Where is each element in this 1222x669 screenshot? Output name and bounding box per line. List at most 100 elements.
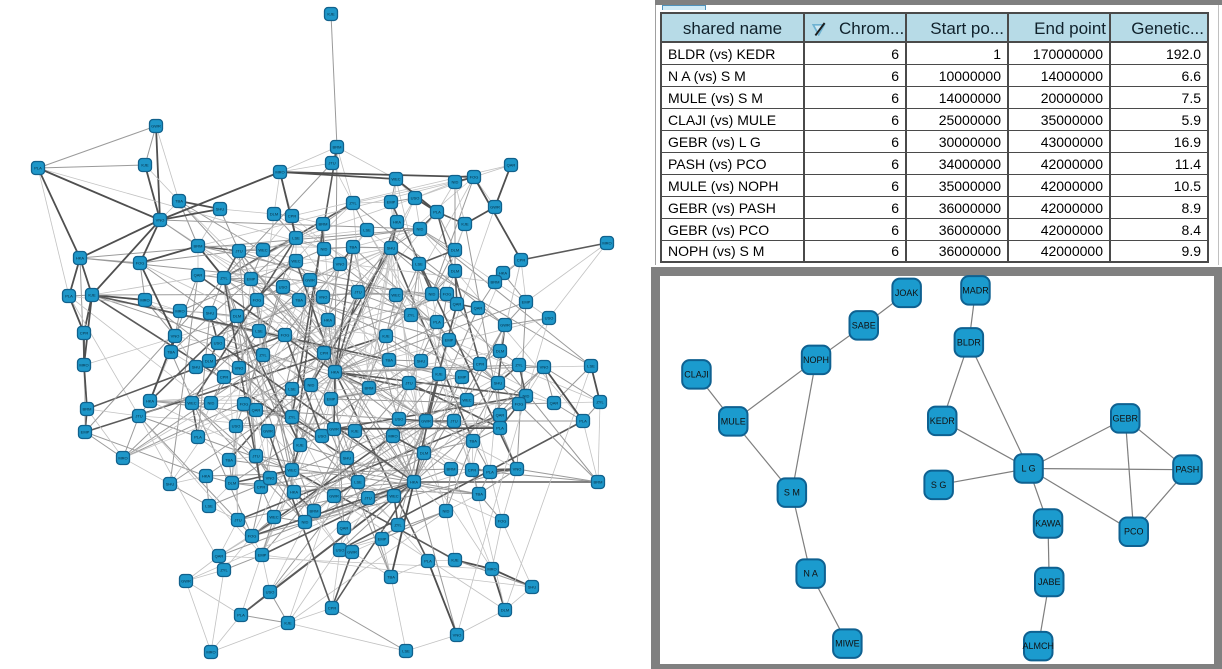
- svg-text:SHU: SHU: [206, 311, 215, 316]
- svg-text:CPR: CPR: [468, 468, 477, 473]
- svg-text:DLM: DLM: [233, 314, 241, 319]
- svg-text:PASH: PASH: [1175, 465, 1199, 475]
- svg-text:KJE: KJE: [451, 558, 459, 563]
- svg-text:CLAJI: CLAJI: [684, 369, 709, 379]
- svg-text:WEC: WEC: [187, 401, 196, 406]
- svg-text:TBA: TBA: [295, 298, 303, 303]
- svg-text:KEDR: KEDR: [930, 416, 956, 426]
- svg-text:LSE: LSE: [402, 649, 410, 654]
- svg-text:MRO: MRO: [487, 567, 496, 572]
- svg-text:SABE: SABE: [852, 320, 876, 330]
- svg-text:TBA: TBA: [469, 439, 477, 444]
- svg-text:BRM: BRM: [333, 145, 342, 150]
- svg-text:MRO: MRO: [602, 241, 611, 246]
- svg-text:SHU: SHU: [528, 585, 537, 590]
- svg-text:KJE: KJE: [141, 163, 149, 168]
- svg-text:JTU: JTU: [328, 161, 335, 166]
- svg-text:FOG: FOG: [443, 292, 452, 297]
- svg-text:JTU: JTU: [450, 419, 457, 424]
- svg-text:NID: NID: [443, 509, 450, 514]
- svg-text:LSE: LSE: [205, 504, 213, 509]
- svg-text:EMP: EMP: [81, 430, 90, 435]
- svg-text:JTU: JTU: [252, 454, 259, 459]
- svg-text:NID: NID: [321, 247, 328, 252]
- svg-text:SHU: SHU: [343, 456, 352, 461]
- svg-text:HKA: HKA: [393, 220, 402, 225]
- svg-text:QAR: QAR: [340, 526, 349, 531]
- svg-text:BRM: BRM: [194, 244, 203, 249]
- svg-text:BRM: BRM: [491, 280, 500, 285]
- svg-text:TBA: TBA: [225, 458, 233, 463]
- svg-text:EMP: EMP: [327, 397, 336, 402]
- svg-text:EMP: EMP: [522, 300, 531, 305]
- svg-text:ZYL: ZYL: [596, 400, 604, 405]
- svg-text:ZYL: ZYL: [288, 415, 296, 420]
- svg-text:KJE: KJE: [435, 372, 443, 377]
- svg-text:TBA: TBA: [175, 199, 183, 204]
- svg-text:HKA: HKA: [410, 480, 419, 485]
- svg-text:QAR: QAR: [453, 302, 462, 307]
- svg-text:FOG: FOG: [248, 534, 257, 539]
- svg-text:FOG: FOG: [281, 333, 290, 338]
- svg-text:ZYL: ZYL: [220, 568, 228, 573]
- svg-text:NID: NID: [523, 394, 530, 399]
- svg-text:MRO: MRO: [388, 434, 397, 439]
- svg-text:HKA: HKA: [331, 370, 340, 375]
- svg-text:VNO: VNO: [171, 334, 180, 339]
- svg-text:USO: USO: [545, 316, 554, 321]
- svg-text:USO: USO: [266, 590, 275, 595]
- svg-text:QAR: QAR: [474, 306, 483, 311]
- svg-text:FOG: FOG: [498, 519, 507, 524]
- svg-text:NID: NID: [452, 180, 459, 185]
- svg-text:CPR: CPR: [328, 606, 337, 611]
- svg-text:PLA: PLA: [579, 419, 587, 424]
- svg-text:PLA: PLA: [433, 320, 441, 325]
- svg-text:BRM: BRM: [319, 222, 328, 227]
- svg-text:GWR: GWR: [490, 205, 500, 210]
- svg-text:DLM: DLM: [420, 451, 428, 456]
- svg-text:NID: NID: [302, 520, 309, 525]
- svg-text:JOAK: JOAK: [895, 288, 919, 298]
- svg-text:ZYL: ZYL: [259, 353, 267, 358]
- svg-text:DLM: DLM: [496, 349, 504, 354]
- svg-text:FOG: FOG: [240, 402, 249, 407]
- svg-text:LSE: LSE: [255, 329, 263, 334]
- svg-text:VNO: VNO: [540, 365, 549, 370]
- svg-text:S M: S M: [784, 488, 800, 498]
- svg-text:L G: L G: [1022, 464, 1036, 474]
- svg-text:KJE: KJE: [382, 334, 390, 339]
- svg-text:JTU: JTU: [135, 414, 142, 419]
- svg-text:USO: USO: [214, 341, 223, 346]
- svg-text:BRM: BRM: [447, 467, 456, 472]
- svg-text:CPR: CPR: [80, 331, 89, 336]
- svg-text:PCO: PCO: [1124, 527, 1144, 537]
- svg-text:MRO: MRO: [175, 309, 184, 314]
- svg-text:EMP: EMP: [387, 200, 396, 205]
- svg-text:SHU: SHU: [494, 381, 503, 386]
- svg-text:PLA: PLA: [433, 210, 441, 215]
- svg-text:VNO: VNO: [336, 262, 345, 267]
- svg-text:QAR: QAR: [550, 401, 559, 406]
- svg-text:HKA: HKA: [202, 474, 211, 479]
- svg-text:MRO: MRO: [206, 650, 215, 655]
- svg-text:GEBR: GEBR: [1113, 413, 1139, 423]
- svg-text:FOG: FOG: [253, 298, 262, 303]
- svg-text:HKA: HKA: [499, 271, 508, 276]
- svg-text:CPR: CPR: [257, 485, 266, 490]
- svg-text:MRO: MRO: [118, 456, 127, 461]
- svg-text:LSE: LSE: [415, 262, 423, 267]
- svg-text:PLA: PLA: [496, 426, 504, 431]
- svg-text:GWR: GWR: [500, 323, 510, 328]
- svg-text:PLA: PLA: [65, 294, 73, 299]
- svg-text:JABE: JABE: [1038, 577, 1061, 587]
- svg-text:WEC: WEC: [258, 248, 267, 253]
- svg-text:SHU: SHU: [192, 365, 201, 370]
- svg-text:ALMCH: ALMCH: [1023, 641, 1055, 651]
- svg-text:JTU: JTU: [354, 290, 361, 295]
- svg-text:FOG: FOG: [515, 402, 524, 407]
- svg-text:N A: N A: [803, 569, 818, 579]
- svg-text:GWR: GWR: [329, 427, 339, 432]
- svg-text:TBA: TBA: [475, 492, 483, 497]
- svg-text:GWR: GWR: [263, 429, 273, 434]
- svg-text:GWR: GWR: [181, 579, 191, 584]
